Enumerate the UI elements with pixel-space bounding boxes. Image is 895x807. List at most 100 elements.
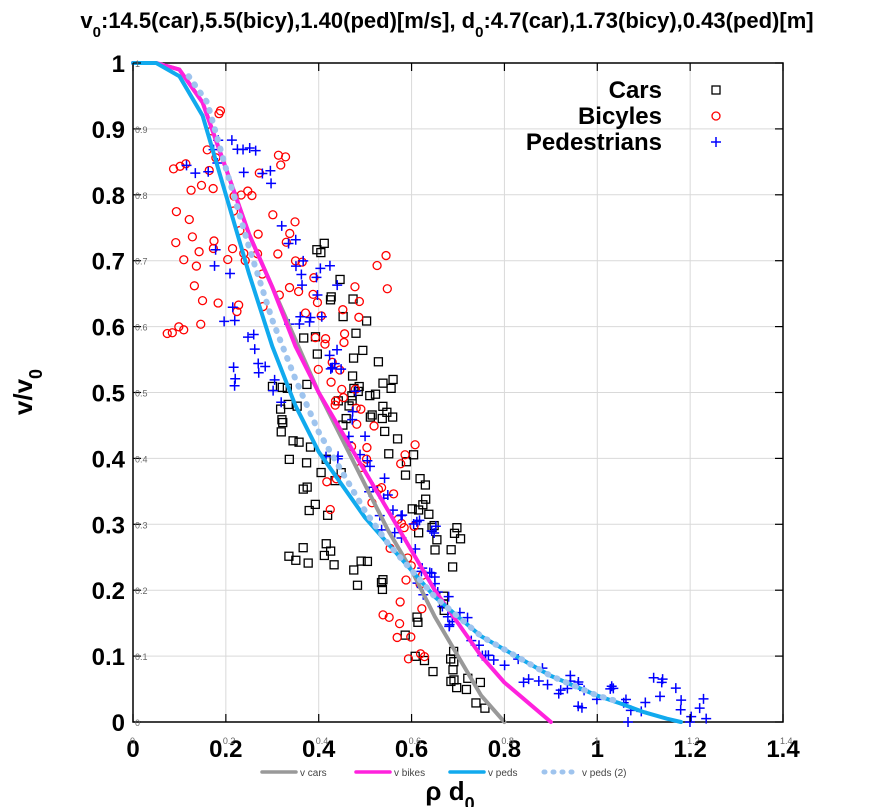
data-point-pedestrians bbox=[325, 363, 336, 374]
legend2-label: v peds (2) bbox=[582, 768, 626, 779]
data-point-pedestrians bbox=[276, 397, 287, 408]
data-point-bicyles bbox=[187, 232, 198, 242]
data-point-bicyles bbox=[213, 298, 223, 308]
data-point-cars bbox=[448, 665, 458, 675]
data-point-bicyles bbox=[362, 442, 372, 453]
data-point-pedestrians bbox=[266, 178, 277, 189]
data-point-bicyles bbox=[174, 322, 184, 332]
data-point-pedestrians bbox=[324, 260, 335, 271]
y-tick-label-small: 1 bbox=[135, 59, 140, 69]
data-point-cars bbox=[373, 357, 384, 367]
data-point-cars bbox=[299, 333, 309, 343]
series-bicyles bbox=[162, 106, 430, 664]
data-point-pedestrians bbox=[605, 683, 616, 694]
data-point-cars bbox=[277, 415, 287, 425]
data-point-bicyles bbox=[191, 261, 202, 271]
data-point-cars bbox=[329, 560, 339, 570]
y-tick-label: 1 bbox=[112, 51, 125, 78]
data-point-bicyles bbox=[175, 161, 185, 171]
y-tick-label-small: 0.2 bbox=[135, 586, 148, 596]
scatter-points bbox=[162, 106, 712, 727]
data-point-bicyles bbox=[223, 254, 233, 265]
data-point-bicyles bbox=[196, 319, 206, 329]
data-point-pedestrians bbox=[290, 261, 301, 272]
data-point-bicyles bbox=[179, 325, 189, 335]
y-tick-label-small: 0.8 bbox=[135, 191, 148, 201]
data-point-pedestrians bbox=[414, 515, 425, 526]
data-point-bicyles bbox=[167, 328, 177, 338]
data-point-cars bbox=[401, 457, 412, 467]
data-point-bicyles bbox=[378, 610, 388, 620]
data-point-pedestrians bbox=[265, 165, 276, 176]
data-point-bicyles bbox=[326, 377, 336, 387]
data-point-bicyles bbox=[209, 236, 219, 246]
data-point-pedestrians bbox=[181, 160, 192, 171]
data-point-bicyles bbox=[354, 312, 364, 322]
title-part: 0 bbox=[475, 24, 483, 41]
data-point-cars bbox=[376, 577, 387, 588]
data-point-cars bbox=[347, 371, 358, 381]
data-point-bicyles bbox=[227, 243, 238, 254]
data-point-cars bbox=[452, 682, 462, 693]
data-point-pedestrians bbox=[238, 167, 249, 178]
data-point-pedestrians bbox=[429, 572, 440, 583]
data-point-bicyles bbox=[179, 255, 189, 265]
data-point-cars bbox=[424, 509, 434, 519]
title-part: :4.7(car),1.73(bicy),0.43(ped)[m] bbox=[483, 8, 813, 33]
data-point-pedestrians bbox=[227, 302, 238, 313]
data-point-cars bbox=[430, 545, 440, 555]
chart-title: v0:14.5(car),5.5(bicy),1.40(ped)[m/s], d… bbox=[80, 8, 813, 41]
curve-v-peds-2- bbox=[185, 73, 624, 706]
y-tick-label: 0.9 bbox=[92, 117, 125, 144]
data-point-bicyles bbox=[281, 237, 291, 247]
data-point-cars bbox=[278, 417, 288, 428]
data-point-bicyles bbox=[276, 160, 286, 170]
data-point-cars bbox=[322, 510, 333, 520]
data-point-cars bbox=[432, 535, 442, 545]
title-part: v bbox=[80, 8, 93, 33]
title-text: v0:14.5(car),5.5(bicy),1.40(ped)[m/s], d… bbox=[80, 8, 813, 41]
data-point-cars bbox=[325, 295, 336, 305]
data-point-bicyles bbox=[381, 250, 391, 261]
axis-ticks: 00 0.20.2 0.40.4 0.60.6 0.80.8 11 1.21.2 1.41.4… bbox=[92, 51, 801, 763]
legend-marker-bicyles bbox=[711, 111, 721, 121]
y-tick-label-small: 0.4 bbox=[135, 454, 148, 464]
data-point-bicyles bbox=[356, 404, 366, 414]
x-tick-label-small: 1.2 bbox=[687, 736, 700, 746]
data-point-pedestrians bbox=[316, 311, 327, 322]
data-point-cars bbox=[449, 528, 460, 538]
data-point-cars bbox=[310, 499, 320, 510]
data-point-bicyles bbox=[253, 229, 263, 239]
data-point-cars bbox=[365, 412, 376, 422]
data-point-cars bbox=[347, 395, 357, 406]
data-point-pedestrians bbox=[311, 272, 322, 283]
data-point-cars bbox=[298, 543, 308, 553]
data-point-cars bbox=[312, 245, 322, 255]
data-point-cars bbox=[415, 473, 425, 484]
data-point-cars bbox=[420, 480, 431, 490]
data-point-pedestrians bbox=[533, 676, 544, 687]
y-tick-label: 0.7 bbox=[92, 249, 125, 276]
data-point-pedestrians bbox=[670, 683, 681, 694]
y-tick-label: 0 bbox=[112, 710, 125, 737]
y-tick-label: 0.5 bbox=[92, 381, 125, 408]
data-point-bicyles bbox=[401, 575, 411, 585]
data-point-cars bbox=[348, 353, 359, 363]
data-point-cars bbox=[316, 467, 326, 478]
data-point-cars bbox=[378, 575, 388, 585]
data-point-bicyles bbox=[403, 654, 414, 664]
title-part: 0 bbox=[93, 24, 101, 41]
data-point-bicyles bbox=[406, 632, 416, 642]
data-point-bicyles bbox=[417, 604, 427, 614]
data-point-pedestrians bbox=[347, 406, 358, 417]
data-point-pedestrians bbox=[429, 528, 440, 539]
data-point-pedestrians bbox=[364, 461, 375, 472]
data-point-pedestrians bbox=[269, 374, 280, 385]
data-point-cars bbox=[303, 558, 313, 568]
data-point-bicyles bbox=[204, 165, 214, 176]
data-point-pedestrians bbox=[676, 695, 687, 706]
data-point-pedestrians bbox=[296, 269, 307, 280]
data-point-cars bbox=[351, 328, 361, 338]
